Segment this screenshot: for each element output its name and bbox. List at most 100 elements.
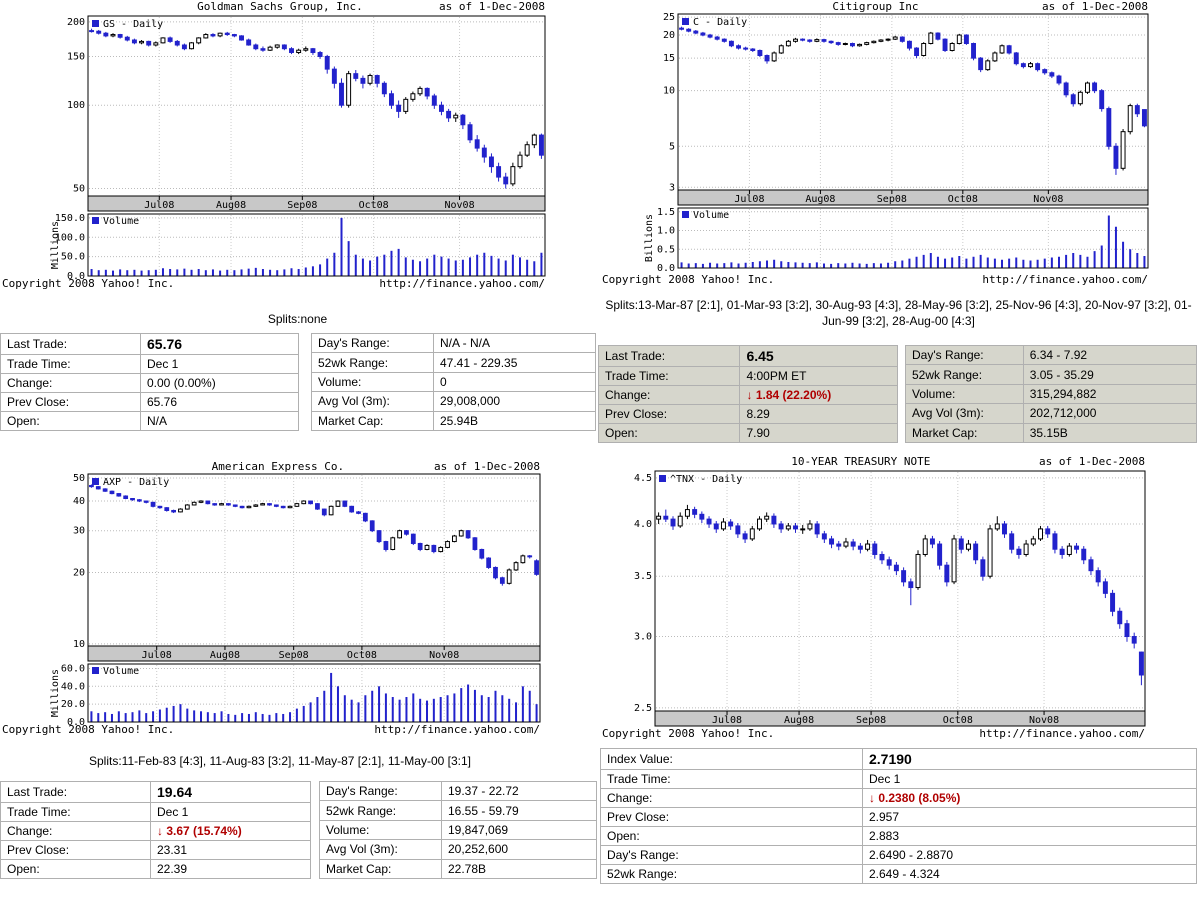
axp-quote-table-right: Day's Range: 19.37 - 22.72 52wk Range: 16.5… [319, 780, 597, 880]
quote-label: Avg Vol (3m): [311, 391, 434, 412]
citigroup-splits-note: Splits:13-Mar-87 [2:1], 01-Mar-93 [3:2],… [605, 298, 1192, 328]
quote-label: Volume: [319, 819, 442, 841]
svg-text:0.0: 0.0 [657, 263, 675, 274]
quote-label: Day's Range: [600, 845, 863, 865]
quote-value: 19,847,069 [441, 819, 597, 841]
svg-text:20.0: 20.0 [61, 699, 85, 710]
quote-label: Day's Range: [311, 332, 434, 354]
svg-text:Sep08: Sep08 [287, 200, 317, 211]
quote-value: 3.05 - 35.29 [1022, 364, 1197, 385]
quote-label: Last Trade: [0, 781, 151, 803]
quote-row: Market Cap: 35.15B [904, 422, 1197, 444]
quote-value: 7.90 [739, 423, 898, 443]
svg-text:Sep08: Sep08 [856, 715, 886, 726]
quote-label: 52wk Range: [904, 364, 1024, 385]
quote-row: Day's Range: 6.34 - 7.92 [904, 344, 1197, 366]
citigroup-price-chart[interactable]: Citigroup Inc as of 1-Dec-2008 25 20 15 10 5 3 C… [600, 0, 1197, 288]
svg-text:150: 150 [67, 51, 85, 62]
quote-row: Prev Close: 23.31 [0, 840, 311, 860]
svg-text:100: 100 [67, 100, 85, 111]
quote-value: 35.15B [1022, 422, 1197, 444]
svg-text:Billions: Billions [644, 214, 655, 262]
quote-row: Volume: 315,294,882 [904, 383, 1197, 405]
svg-text:Copyright 2008 Yahoo! Inc.: Copyright 2008 Yahoo! Inc. [2, 723, 174, 736]
svg-text:3: 3 [669, 182, 675, 193]
quote-value: ↓ 0.2380 (8.05%) [862, 788, 1197, 808]
quote-row: Change: ↓ 3.67 (15.74%) [0, 821, 311, 841]
quote-value: N/A - N/A [433, 332, 596, 354]
down-arrow-icon: ↓ [157, 824, 167, 838]
quote-row: Day's Range: N/A - N/A [311, 332, 596, 354]
quote-value: Dec 1 [150, 802, 311, 822]
quote-row: Change: ↓ 1.84 (22.20%) [597, 385, 898, 405]
svg-text:Nov08: Nov08 [444, 200, 474, 211]
quote-label: Trade Time: [0, 802, 151, 822]
quote-row: Last Trade: 19.64 [0, 781, 311, 803]
quote-row: Change: 0.00 (0.00%) [0, 373, 299, 393]
quote-row: Trade Time: Dec 1 [0, 802, 311, 822]
gs-price-chart[interactable]: Goldman Sachs Group, Inc. as of 1-Dec-200… [0, 0, 595, 292]
svg-text:as of 1-Dec-2008: as of 1-Dec-2008 [434, 460, 540, 473]
quote-value: 0 [433, 371, 596, 393]
svg-text:Volume: Volume [693, 210, 729, 221]
quote-row: 52wk Range: 47.41 - 229.35 [311, 352, 596, 373]
quote-label: 52wk Range: [600, 864, 863, 884]
svg-text:GS - Daily: GS - Daily [103, 19, 163, 30]
svg-text:10-YEAR TREASURY NOTE: 10-YEAR TREASURY NOTE [791, 455, 930, 468]
quote-value: 2.7190 [862, 748, 1197, 770]
quote-label: Prev Close: [0, 840, 151, 860]
svg-text:60.0: 60.0 [61, 663, 85, 674]
svg-text:Millions: Millions [50, 669, 61, 717]
quote-row: Prev Close: 2.957 [600, 807, 1197, 827]
quote-row: Trade Time: Dec 1 [0, 354, 299, 374]
quote-value: 2.957 [862, 807, 1197, 827]
svg-text:Jul08: Jul08 [734, 194, 764, 205]
quote-label: Market Cap: [311, 410, 434, 432]
svg-text:^TNX - Daily: ^TNX - Daily [670, 474, 742, 485]
quote-value: 25.94B [433, 410, 596, 432]
quote-value: 202,712,000 [1022, 403, 1197, 424]
axp-price-chart[interactable]: American Express Co. as of 1-Dec-2008 50 40… [0, 460, 560, 738]
svg-text:Citigroup Inc: Citigroup Inc [832, 0, 918, 13]
svg-text:40: 40 [73, 496, 85, 507]
down-arrow-icon: ↓ [869, 791, 879, 805]
citigroup-quote-tables: Last Trade: 6.45 Trade Time: 4:00PM ET Chang… [597, 344, 1197, 444]
svg-text:Jul08: Jul08 [144, 200, 174, 211]
svg-text:0.0: 0.0 [67, 271, 85, 282]
quote-value: 22.39 [150, 859, 311, 879]
quote-label: Change: [597, 385, 741, 405]
quote-label: Last Trade: [0, 333, 141, 355]
quote-value: 2.883 [862, 826, 1197, 846]
quote-label: Open: [0, 859, 151, 879]
quote-row: Avg Vol (3m): 20,252,600 [319, 839, 597, 860]
svg-text:Volume: Volume [103, 666, 139, 677]
quote-row: Open: N/A [0, 411, 299, 431]
treasury-note-price-chart[interactable]: 10-YEAR TREASURY NOTE as of 1-Dec-2008 4.5… [600, 455, 1150, 742]
svg-text:4.0: 4.0 [634, 519, 652, 530]
svg-text:Copyright 2008 Yahoo! Inc.: Copyright 2008 Yahoo! Inc. [602, 273, 774, 286]
quote-label: Day's Range: [319, 780, 442, 802]
svg-text:Aug08: Aug08 [805, 194, 835, 205]
svg-text:3.0: 3.0 [634, 632, 652, 643]
quote-row: 52wk Range: 3.05 - 35.29 [904, 364, 1197, 385]
svg-text:Copyright 2008 Yahoo! Inc.: Copyright 2008 Yahoo! Inc. [602, 727, 774, 740]
gs-splits-note: Splits:none [267, 312, 328, 326]
svg-text:Aug08: Aug08 [784, 715, 814, 726]
svg-text:Oct08: Oct08 [943, 715, 973, 726]
svg-text:Nov08: Nov08 [1033, 194, 1063, 205]
quote-row: Volume: 0 [311, 371, 596, 393]
svg-text:20: 20 [73, 567, 85, 578]
svg-text:Oct08: Oct08 [359, 200, 389, 211]
quote-row: Last Trade: 6.45 [597, 345, 898, 367]
svg-text:1.0: 1.0 [657, 226, 675, 237]
svg-text:15: 15 [663, 53, 675, 64]
quote-row: Day's Range: 2.6490 - 2.8870 [600, 845, 1197, 865]
quote-row: Open: 2.883 [600, 826, 1197, 846]
svg-text:20: 20 [663, 30, 675, 41]
svg-text:http://finance.yahoo.com/: http://finance.yahoo.com/ [374, 723, 540, 736]
gs-quote-table-right: Day's Range: N/A - N/A 52wk Range: 47.41 - … [311, 332, 596, 432]
svg-text:5: 5 [669, 141, 675, 152]
svg-text:10: 10 [73, 639, 85, 650]
svg-text:American Express Co.: American Express Co. [212, 460, 344, 473]
